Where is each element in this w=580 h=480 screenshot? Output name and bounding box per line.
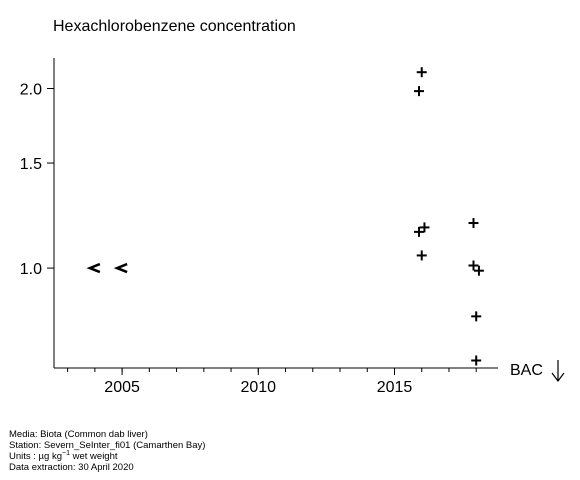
chart-footer: Media: Biota (Common dab liver) Station:…: [9, 429, 205, 473]
data-point-less-than: [86, 262, 101, 274]
y-tick-label: 2.0: [20, 82, 42, 99]
footer-media: Media: Biota (Common dab liver): [9, 429, 148, 440]
footer-units-suffix: wet weight: [69, 451, 118, 462]
chart-title: Hexachlorobenzene concentration: [53, 18, 296, 35]
data-point-plus: [468, 218, 479, 229]
bac-down-arrow-icon: [551, 360, 565, 382]
footer-units-prefix: Units : µg kg: [9, 451, 62, 462]
data-point-plus: [471, 311, 482, 322]
data-point-plus: [416, 250, 427, 261]
data-point-plus: [416, 67, 427, 78]
data-point-plus: [419, 222, 430, 233]
data-point-plus: [414, 226, 425, 237]
x-tick-label: 2015: [377, 379, 413, 396]
data-point-less-than: [113, 262, 128, 274]
x-tick-label: 2005: [104, 379, 140, 396]
footer-units-exp: −1: [62, 450, 70, 457]
data-point-plus: [471, 355, 482, 366]
footer-station: Station: Severn_SeInter_fi01 (Camarthen …: [9, 440, 206, 451]
annotations: BAC: [510, 360, 565, 382]
bac-label: BAC: [510, 362, 543, 379]
y-tick-label: 1.0: [20, 261, 42, 278]
y-tick-label: 1.5: [20, 156, 42, 173]
data-point-plus: [473, 265, 484, 276]
data-point-plus: [414, 86, 425, 97]
data-point-plus: [468, 260, 479, 271]
footer-units: Units : µg kg−1 wet weight: [9, 450, 205, 462]
footer-extraction: Data extraction: 30 April 2020: [9, 462, 134, 473]
x-tick-label: 2010: [240, 379, 276, 396]
axes: 2005 2010 2015 1.0 1.5 2.0: [20, 58, 498, 396]
data-marks: [86, 67, 484, 366]
